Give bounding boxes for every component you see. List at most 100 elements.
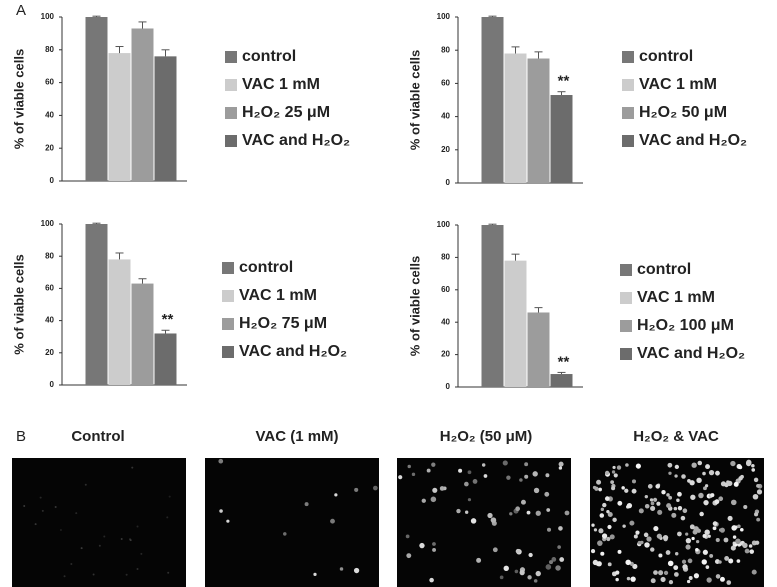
cell [689, 576, 693, 580]
cell [85, 484, 87, 486]
cell [544, 492, 549, 497]
cell [64, 575, 66, 577]
cell [646, 536, 651, 541]
y-tick-label: 80 [45, 45, 54, 54]
bar [528, 59, 550, 184]
cell [669, 580, 673, 584]
cell [103, 536, 105, 538]
cell [137, 568, 139, 570]
cell [612, 466, 615, 469]
cell [653, 570, 658, 575]
y-axis-label: % of viable cells [407, 50, 422, 150]
cell [621, 486, 625, 490]
cell [93, 573, 95, 575]
cell [599, 513, 604, 518]
bar [86, 17, 108, 181]
cell [524, 462, 528, 466]
cell [40, 497, 42, 499]
cell [754, 478, 758, 482]
panel-label: A [16, 2, 26, 19]
cell [752, 570, 757, 575]
cell [655, 484, 660, 489]
cell [487, 513, 492, 518]
cell [476, 558, 481, 563]
cell [703, 500, 708, 505]
cell [484, 474, 488, 478]
cell [674, 474, 677, 477]
cell [506, 475, 510, 479]
cell [745, 549, 750, 554]
cell [624, 489, 628, 493]
cell [749, 549, 754, 554]
cell [500, 575, 504, 579]
cell [55, 506, 57, 508]
cell [703, 534, 707, 538]
cell [724, 538, 729, 543]
y-tick-label: 80 [441, 45, 450, 54]
cell [738, 465, 742, 469]
cell [218, 459, 223, 464]
cell [658, 553, 662, 557]
legend-label: control [242, 48, 296, 65]
cell [70, 563, 72, 565]
cell [559, 462, 564, 467]
y-tick-label: 80 [45, 251, 54, 260]
legend-swatch [222, 290, 234, 302]
cell [354, 568, 359, 573]
cell [432, 548, 436, 552]
legend-label: control [239, 259, 293, 276]
cell [42, 510, 44, 512]
cell [429, 578, 434, 583]
cell [675, 552, 678, 555]
y-tick-label: 60 [441, 285, 450, 294]
cell [60, 529, 62, 531]
cell [749, 544, 753, 548]
cell [702, 472, 706, 476]
cell [559, 557, 564, 562]
y-tick-label: 20 [441, 145, 450, 154]
cell [651, 578, 656, 583]
cell [666, 550, 671, 555]
cell [756, 484, 760, 488]
bar [482, 17, 504, 183]
cell [610, 480, 614, 484]
cell [713, 521, 718, 526]
y-tick-label: 100 [437, 220, 451, 229]
y-tick-label: 80 [441, 253, 450, 262]
cell [594, 487, 598, 491]
cell [742, 543, 747, 548]
cell [689, 480, 694, 485]
cell [648, 484, 653, 489]
y-axis-label: % of viable cells [11, 254, 26, 354]
cell [651, 502, 655, 506]
cell [668, 561, 674, 567]
cell [482, 463, 485, 466]
y-tick-label: 20 [45, 143, 54, 152]
cell [602, 533, 607, 538]
legend-swatch [620, 348, 632, 360]
y-tick-label: 40 [441, 317, 450, 326]
y-tick-label: 40 [45, 316, 54, 325]
cell [731, 546, 736, 551]
cell [558, 526, 563, 531]
cell [691, 537, 694, 540]
cell [678, 506, 682, 510]
legend-label: H₂O₂ 100 μM [637, 317, 734, 334]
micrograph [205, 458, 379, 587]
cell [715, 499, 720, 504]
legend-swatch [622, 51, 634, 63]
cell [632, 479, 636, 483]
cell [639, 508, 644, 513]
cell [715, 471, 720, 476]
legend-swatch [222, 318, 234, 330]
cell [432, 542, 436, 546]
cell [658, 570, 663, 575]
bar [482, 225, 504, 387]
cell [660, 577, 665, 582]
legend-swatch [225, 79, 237, 91]
cell [625, 560, 630, 565]
cell [597, 561, 602, 566]
cell [673, 565, 678, 570]
micrograph [397, 458, 571, 587]
cell [695, 548, 699, 552]
